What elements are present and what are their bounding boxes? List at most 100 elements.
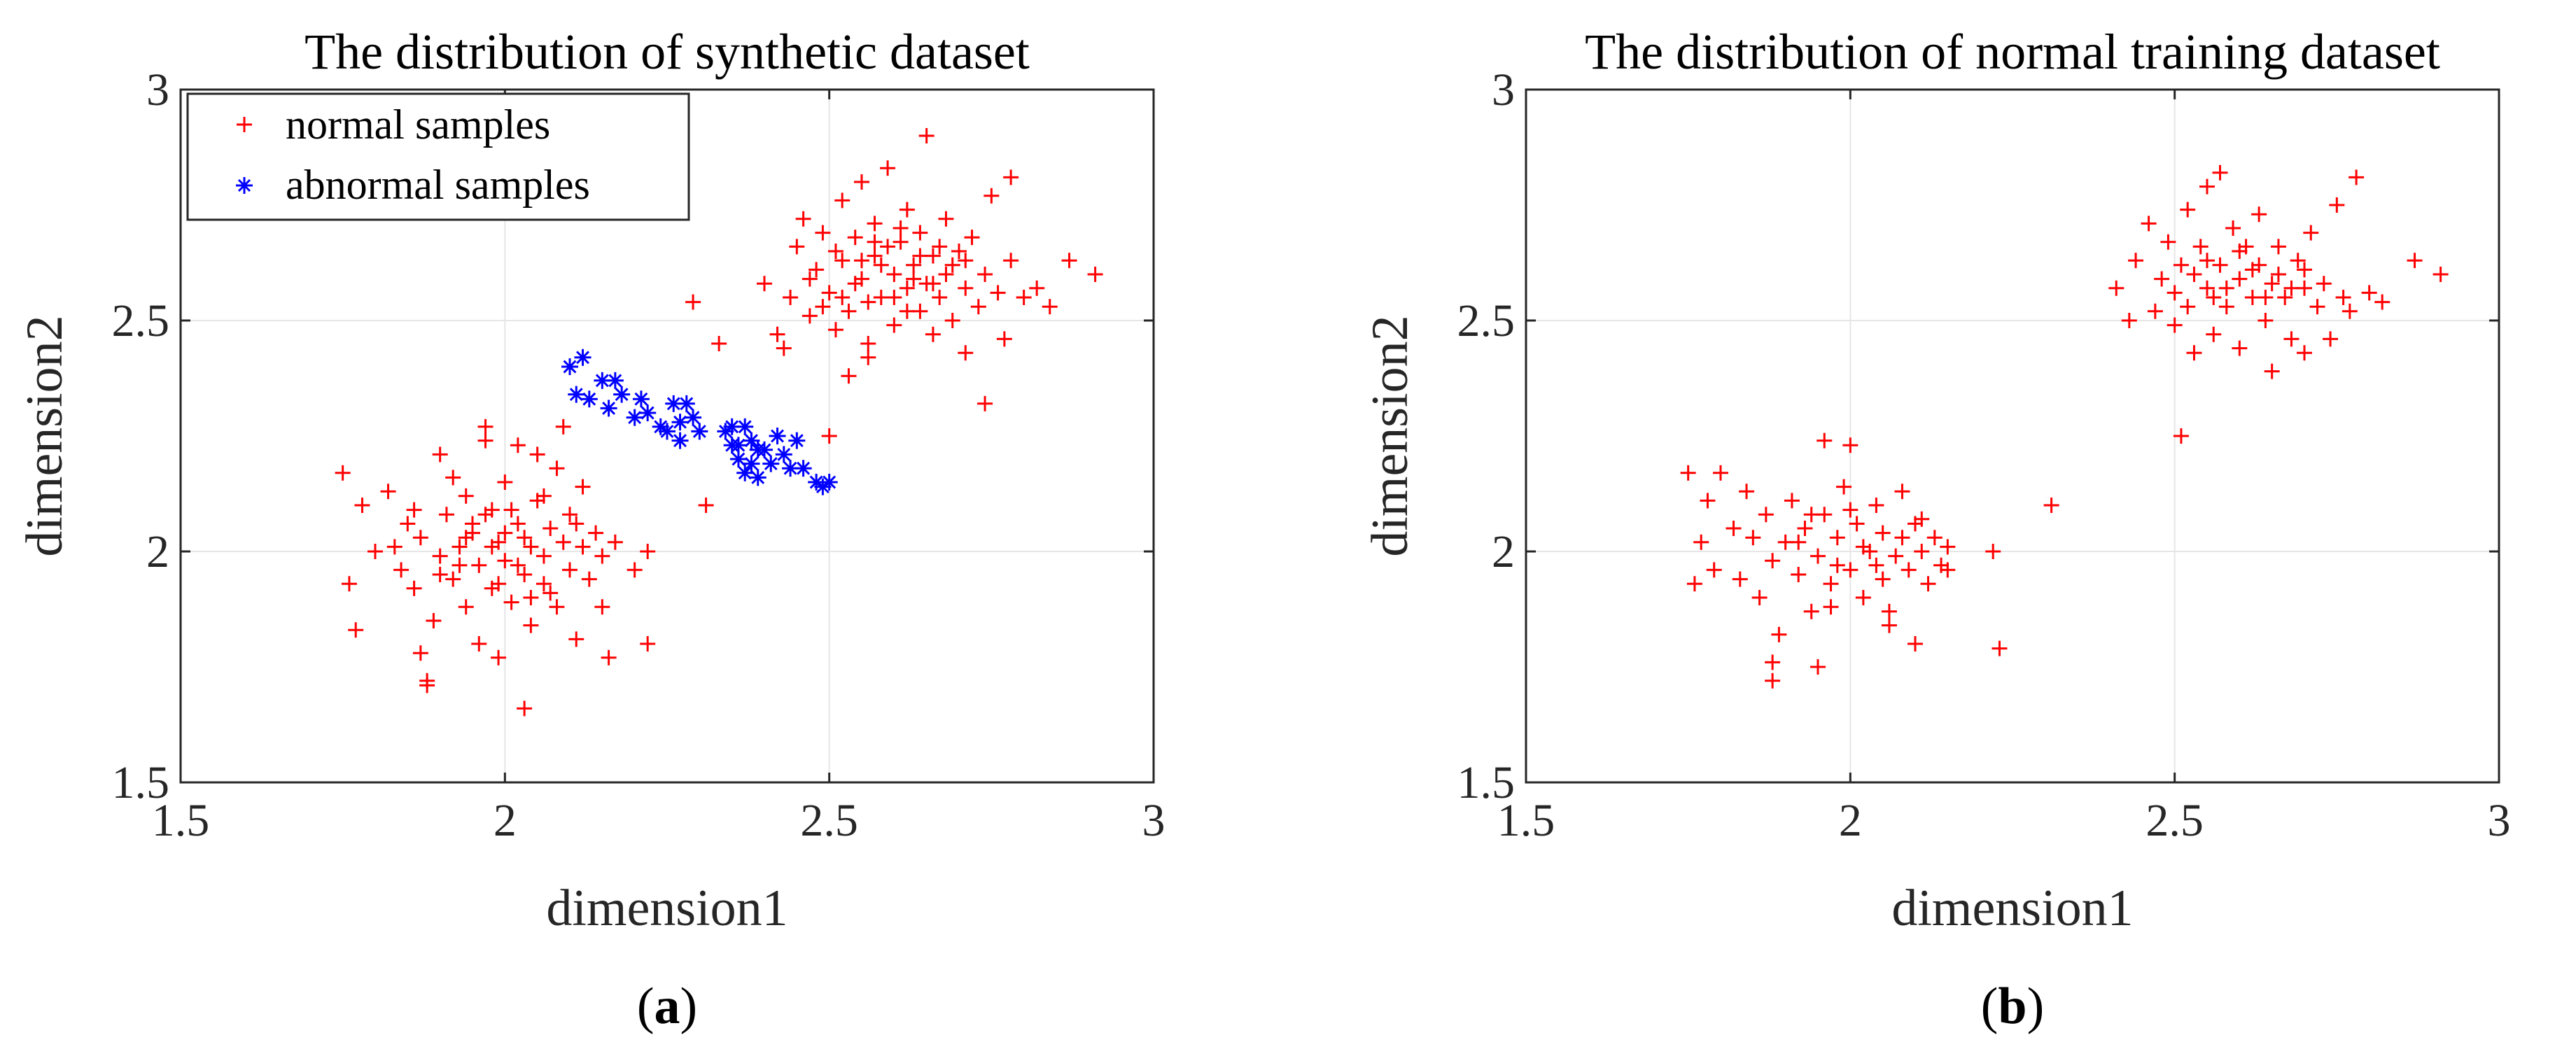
normal-sample-point xyxy=(1842,437,1858,453)
y-tick-label: 2 xyxy=(146,526,169,577)
normal-sample-point xyxy=(380,484,396,500)
normal-sample-point xyxy=(1016,290,1032,305)
axes-frame-a xyxy=(179,88,1155,784)
abnormal-sample-point xyxy=(626,409,643,426)
normal-sample-point xyxy=(860,294,876,310)
x-tick-label: 2.5 xyxy=(2146,795,2204,846)
abnormal-sample-point xyxy=(749,441,766,458)
normal-sample-point xyxy=(776,340,792,356)
normal-sample-point xyxy=(834,290,850,305)
normal-sample-point xyxy=(412,530,428,546)
abnormal-sample-point xyxy=(632,390,650,408)
normal-sample-point xyxy=(2180,202,2196,218)
normal-sample-point xyxy=(789,239,805,255)
normal-sample-point xyxy=(1765,673,1781,689)
data-points-a xyxy=(335,128,1103,717)
abnormal-sample-point xyxy=(691,423,708,440)
normal-sample-point xyxy=(2277,290,2293,305)
normal-sample-point xyxy=(568,516,584,532)
abnormal-sample-point xyxy=(639,404,657,421)
normal-sample-point xyxy=(562,562,578,578)
y-axis-label-a: dimension2 xyxy=(16,315,74,556)
normal-sample-point xyxy=(471,557,487,573)
normal-sample-point xyxy=(821,285,837,301)
normal-sample-point xyxy=(549,460,565,477)
normal-sample-point xyxy=(1686,576,1702,592)
normal-sample-point xyxy=(335,465,351,481)
normal-sample-point xyxy=(1868,498,1884,513)
normal-sample-point xyxy=(769,326,785,342)
normal-sample-point xyxy=(1842,502,1858,518)
normal-sample-point xyxy=(536,488,552,504)
normal-sample-point xyxy=(938,211,954,227)
normal-sample-point xyxy=(1914,544,1930,559)
abnormal-sample-point xyxy=(568,386,585,403)
normal-sample-point xyxy=(1029,280,1045,296)
normal-sample-point xyxy=(523,617,539,633)
normal-sample-point xyxy=(445,470,461,486)
normal-sample-point xyxy=(2166,285,2183,301)
normal-sample-point xyxy=(510,437,526,453)
normal-sample-point xyxy=(990,285,1006,301)
y-tick-label: 2.5 xyxy=(1457,295,1516,346)
normal-sample-point xyxy=(626,562,643,578)
normal-sample-point xyxy=(1991,640,2008,656)
normal-sample-point xyxy=(523,539,539,555)
y-tick-label: 1.5 xyxy=(1457,757,1516,808)
normal-sample-point xyxy=(368,544,383,559)
normal-sample-point xyxy=(1855,539,1871,555)
abnormal-sample-point xyxy=(659,423,676,440)
normal-sample-point xyxy=(1868,557,1884,573)
normal-sample-point xyxy=(451,539,468,555)
abnormal-sample-point xyxy=(671,414,689,431)
normal-sample-point xyxy=(1003,253,1019,269)
normal-sample-point xyxy=(542,521,559,536)
legend-label-abnormal: abnormal samples xyxy=(286,162,590,208)
normal-sample-point xyxy=(847,230,863,246)
normal-sample-point xyxy=(2173,257,2189,273)
normal-sample-point xyxy=(497,553,513,569)
normal-sample-point xyxy=(2108,280,2124,296)
normal-sample-point xyxy=(555,534,571,550)
normal-sample-point xyxy=(354,498,370,513)
abnormal-sample-point xyxy=(574,349,592,366)
normal-sample-point xyxy=(2212,164,2228,181)
plot-area-b xyxy=(1526,90,2499,782)
normal-sample-point xyxy=(1803,603,1819,619)
normal-sample-point xyxy=(536,576,552,592)
normal-sample-point xyxy=(2186,267,2202,282)
normal-sample-point xyxy=(2361,285,2377,301)
normal-sample-point xyxy=(2192,239,2208,255)
normal-sample-point xyxy=(2154,271,2170,287)
normal-sample-point xyxy=(867,216,883,232)
normal-sample-point xyxy=(497,474,513,490)
normal-sample-point xyxy=(542,585,559,601)
normal-sample-point xyxy=(802,271,818,287)
caption-b-open: ( xyxy=(1981,978,1998,1035)
normal-sample-point xyxy=(1985,544,2001,559)
normal-sample-point xyxy=(918,128,934,143)
normal-sample-point xyxy=(892,220,909,236)
normal-sample-point xyxy=(2329,197,2345,213)
caption-a-open: ( xyxy=(637,978,654,1035)
normal-sample-point xyxy=(2316,276,2332,292)
normal-sample-point xyxy=(860,349,876,365)
normal-sample-point xyxy=(1940,539,1956,555)
normal-sample-point xyxy=(2323,331,2339,347)
normal-sample-point xyxy=(757,276,772,292)
caption-b-close: ) xyxy=(2027,978,2045,1035)
y-tick-label: 1.5 xyxy=(112,757,170,808)
normal-sample-point xyxy=(1771,626,1787,642)
normal-sample-point xyxy=(2432,267,2449,282)
normal-sample-point xyxy=(2199,253,2215,269)
normal-sample-point xyxy=(841,368,857,384)
abnormal-sample-point xyxy=(762,455,780,472)
normal-sample-point xyxy=(1797,521,1813,536)
normal-sample-point xyxy=(1739,484,1755,500)
normal-sample-point xyxy=(2283,280,2300,296)
caption-a-close: ) xyxy=(680,978,698,1035)
normal-sample-point xyxy=(821,428,837,444)
normal-sample-point xyxy=(912,225,928,241)
normal-sample-point xyxy=(880,160,896,176)
